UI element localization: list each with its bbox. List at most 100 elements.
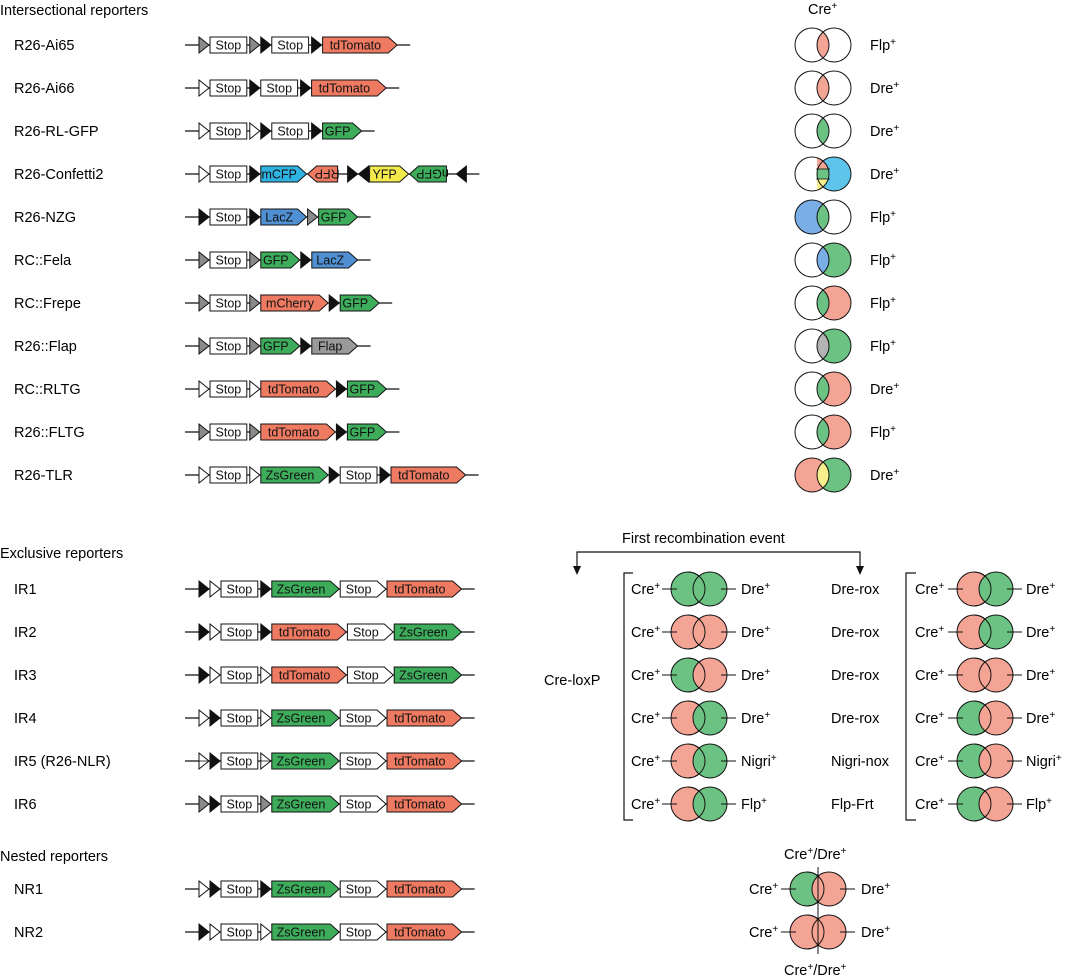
frt-site [198,293,210,313]
venn-overlap [817,243,829,277]
venn-overlap-fill [817,372,829,406]
rox-site [198,164,210,184]
reporter-gene-box [271,580,340,598]
plus-sign: + [807,962,813,973]
plus-sign: + [1049,667,1055,678]
first-event-arrow [576,551,861,568]
gene-label: tdTomato [394,883,445,897]
venn-left-circle [794,328,830,364]
gene-label: Stop [227,755,253,769]
loxp-site [300,336,312,356]
venn-left-circle [794,27,830,63]
recombinase-name: Cre [631,668,654,684]
right-recombinase: Flp+ [870,338,896,355]
reporter-name: R26::FLTG [14,425,85,441]
gene-label: GFP [321,211,347,225]
intersectional-row: RC::Fela Stop GFP LacZ Flp+ [14,242,896,278]
loxp-site-reversed [455,164,467,184]
plus-sign: + [884,924,890,935]
stop-cassette [209,122,248,140]
gene-label: Stop [227,626,253,640]
plus-sign: + [893,80,899,91]
left-recombinase: Cre+ [915,667,944,684]
reporter-gene-box [339,923,387,941]
gene-label: Stop [216,297,242,311]
venn-left-circle [794,156,830,192]
gene-label: mCFP [261,168,296,182]
right-recombinase: Nigri+ [741,753,777,770]
loxp-site [328,293,341,313]
reporter-gene-box [369,165,410,183]
reporter-gene-box [386,580,463,598]
venn-overlap-fill [817,458,829,492]
frt-site [198,250,210,270]
loxp-site [209,751,221,771]
frt-site [260,794,272,814]
left-recombinase: Cre+ [915,796,944,813]
frt-site [198,794,210,814]
rox-site [260,922,272,942]
reporter-name: R26-Confetti2 [14,167,103,183]
stop-cassette [271,122,310,140]
venn-left-circle [794,242,830,278]
gene-label: Stop [277,39,303,53]
frt-site [249,250,261,270]
venn-overlap [817,329,829,363]
left-recombinase: Cre+ [631,624,660,641]
exclusive-venn-row: Cre+ Nigri+ Nigri-nox Cre+ Nigri+ [631,743,1062,779]
loxp-site [328,465,341,485]
recombinase-name: Dre [741,711,764,727]
plus-sign: + [893,123,899,134]
gene-label: tdTomato [394,755,445,769]
recombinase-name: Flp [870,296,890,312]
loxp-site [198,207,210,227]
venn-overlap [817,71,829,105]
recombinase-name: Cre [631,754,654,770]
recombinase-name: Cre [749,882,772,898]
venn-right-circle [816,242,852,278]
intersectional-row: R26::FLTG Stop tdTomato GFP Flp+ [14,414,896,450]
plus-sign: + [1049,581,1055,592]
left-recombinase: Cre+ [631,581,660,598]
recombinase-name: Cre [915,711,938,727]
venn-left-arc [806,871,825,907]
loxp-site [335,379,348,399]
stop-cassette [209,79,248,97]
reporter-gene-box [346,423,388,441]
gene-label: Stop [346,712,372,726]
loxp-site [335,422,348,442]
plus-sign: + [654,753,660,764]
bracket-right [905,572,916,821]
plus-sign: + [893,381,899,392]
frt-site [249,35,261,55]
reporter-gene-box [386,795,463,813]
stop-cassette [209,466,248,484]
intersectional-row: R26::Flap Stop GFP Flap Flp+ [14,328,896,364]
gene-label: nGFP [416,167,449,181]
recombinase-name: Cre [631,625,654,641]
right-recombinase: Flp+ [1026,796,1052,813]
left-recombinase: Cre+ [915,710,944,727]
gene-label: Stop [216,383,242,397]
reporter-gene-box [408,165,447,183]
gene-label: tdTomato [394,798,445,812]
reporter-gene-box [386,752,463,770]
venn-overlap [817,114,829,148]
overlap-green [817,168,829,180]
plus-sign: + [772,924,778,935]
stop-cassette [209,165,248,183]
plus-sign: + [764,624,770,635]
venn-right-circle [816,27,852,63]
venn-overlap [817,415,829,449]
reporter-gene-box [271,623,348,641]
gene-label: Stop [216,125,242,139]
intersectional-row: R26-Confetti2 Stop mCFP RFP YFP nGFP Dre+ [14,156,899,192]
gene-label: tdTomato [394,712,445,726]
intersectional-row: R26-RL-GFP Stop Stop GFP Dre+ [14,113,899,149]
reporter-gene-box [260,165,308,183]
plus-sign: + [654,796,660,807]
plus-sign: + [1046,796,1052,807]
stop-cassette [220,752,259,770]
exclusive-venn-row: Cre+ Flp+ Flp-Frt Cre+ Flp+ [631,786,1052,822]
stop-cassette [209,251,248,269]
